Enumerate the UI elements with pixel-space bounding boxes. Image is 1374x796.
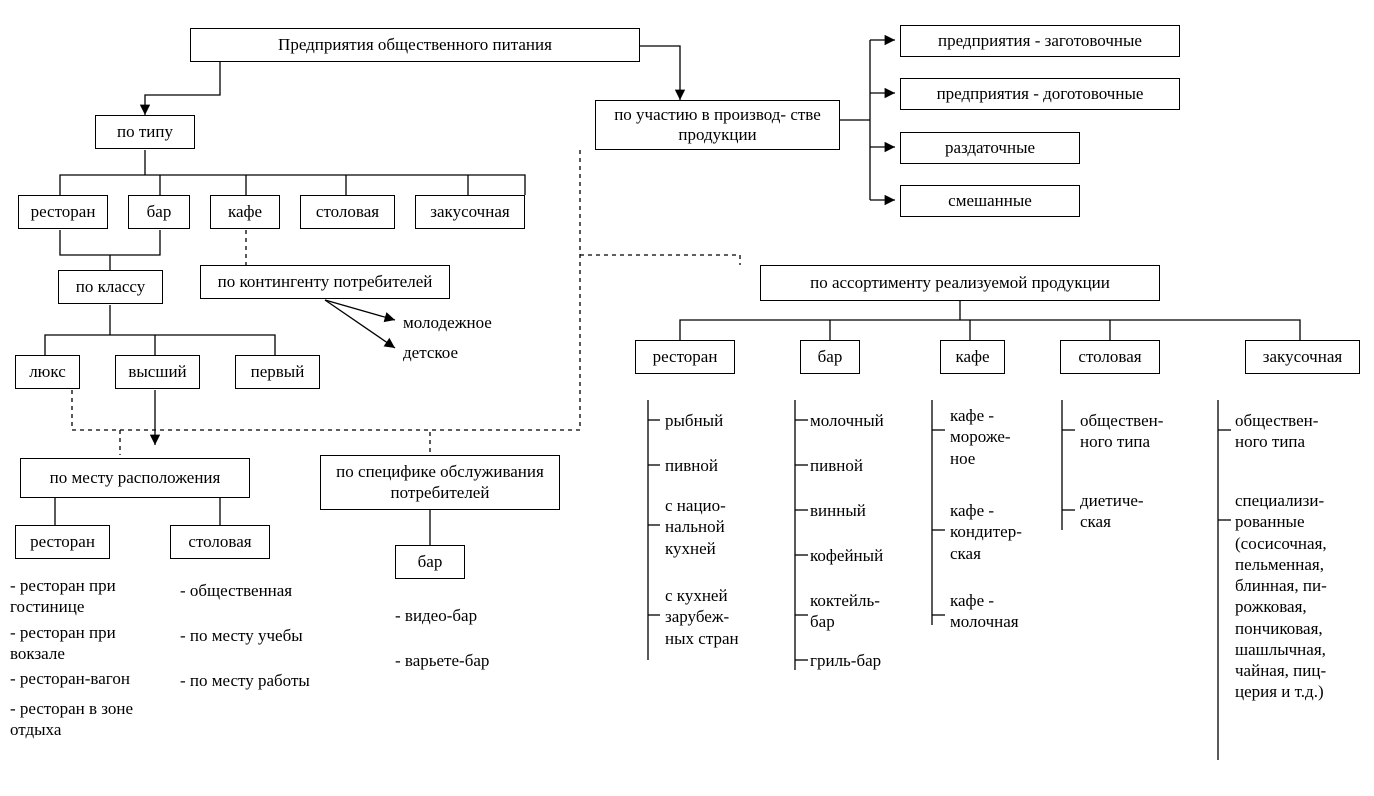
asrt-bar-6: гриль-бар bbox=[810, 650, 881, 671]
asrt-bar-3: винный bbox=[810, 500, 866, 521]
asrt-bar: бар bbox=[800, 340, 860, 374]
asrt-cafe-3: кафе - молочная bbox=[950, 590, 1019, 633]
class-high: высший bbox=[115, 355, 200, 389]
type-cafe: кафе bbox=[210, 195, 280, 229]
asrt-rest-1: рыбный bbox=[665, 410, 723, 431]
asrt-bar-5: коктейль- бар bbox=[810, 590, 880, 633]
root-box: Предприятия общественного питания bbox=[190, 28, 640, 62]
asrt-rest-2: пивной bbox=[665, 455, 718, 476]
by-class-box: по классу bbox=[58, 270, 163, 304]
asrt-cafe-2: кафе - кондитер- ская bbox=[950, 500, 1022, 564]
svc-bar-2: - варьете-бар bbox=[395, 650, 489, 671]
prod-4: смешанные bbox=[900, 185, 1080, 217]
loc-cant-2: - по месту учебы bbox=[180, 625, 303, 646]
loc-rest-1: - ресторан при гостинице bbox=[10, 575, 116, 618]
asrt-rest-3: с нацио- нальной кухней bbox=[665, 495, 726, 559]
prod-2: предприятия - доготовочные bbox=[900, 78, 1180, 110]
root-label: Предприятия общественного питания bbox=[278, 35, 552, 55]
loc-rest-3: - ресторан-вагон bbox=[10, 668, 130, 689]
asrt-rest-4: с кухней зарубеж- ных стран bbox=[665, 585, 739, 649]
by-assortment-box: по ассортименту реализуемой продукции bbox=[760, 265, 1160, 301]
class-first: первый bbox=[235, 355, 320, 389]
by-consumer-box: по контингенту потребителей bbox=[200, 265, 450, 299]
by-service-box: по специфике обслуживания потребителей bbox=[320, 455, 560, 510]
by-location-box: по месту расположения bbox=[20, 458, 250, 498]
prod-1: предприятия - заготовочные bbox=[900, 25, 1180, 57]
asrt-bar-1: молочный bbox=[810, 410, 884, 431]
asrt-cant-1: обществен- ного типа bbox=[1080, 410, 1163, 453]
by-production-box: по участию в производ- стве продукции bbox=[595, 100, 840, 150]
asrt-snackbar: закусочная bbox=[1245, 340, 1360, 374]
consumer-youth: молодежное bbox=[403, 312, 492, 333]
type-canteen: столовая bbox=[300, 195, 395, 229]
service-bar: бар bbox=[395, 545, 465, 579]
asrt-snack-1: обществен- ного типа bbox=[1235, 410, 1318, 453]
asrt-canteen: столовая bbox=[1060, 340, 1160, 374]
asrt-cafe-1: кафе - мороже- ное bbox=[950, 405, 1011, 469]
type-bar: бар bbox=[128, 195, 190, 229]
asrt-snack-2: специализи- рованные (сосисочная, пельме… bbox=[1235, 490, 1327, 703]
loc-cant-3: - по месту работы bbox=[180, 670, 310, 691]
by-type-box: по типу bbox=[95, 115, 195, 149]
asrt-bar-4: кофейный bbox=[810, 545, 883, 566]
consumer-kids: детское bbox=[403, 342, 458, 363]
asrt-bar-2: пивной bbox=[810, 455, 863, 476]
asrt-cant-2: диетиче- ская bbox=[1080, 490, 1144, 533]
loc-rest-4: - ресторан в зоне отдыха bbox=[10, 698, 133, 741]
by-type-label: по типу bbox=[117, 122, 173, 142]
type-restaurant: ресторан bbox=[18, 195, 108, 229]
class-lux: люкс bbox=[15, 355, 80, 389]
loc-rest-2: - ресторан при вокзале bbox=[10, 622, 116, 665]
svc-bar-1: - видео-бар bbox=[395, 605, 477, 626]
asrt-restaurant: ресторан bbox=[635, 340, 735, 374]
prod-3: раздаточные bbox=[900, 132, 1080, 164]
type-snackbar: закусочная bbox=[415, 195, 525, 229]
asrt-cafe: кафе bbox=[940, 340, 1005, 374]
loc-restaurant: ресторан bbox=[15, 525, 110, 559]
loc-cant-1: - общественная bbox=[180, 580, 292, 601]
loc-canteen: столовая bbox=[170, 525, 270, 559]
